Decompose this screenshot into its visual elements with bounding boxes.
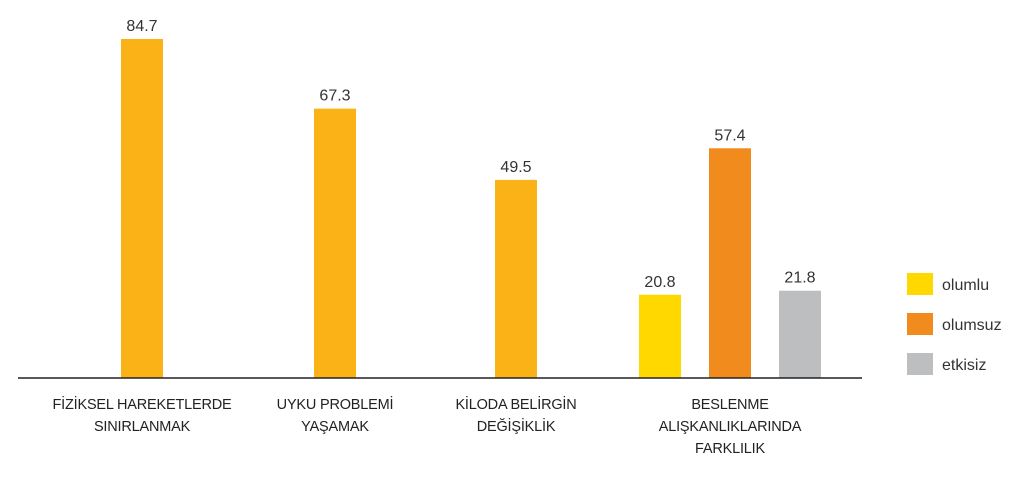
legend-swatch <box>907 273 933 295</box>
value-label: 21.8 <box>784 270 815 287</box>
legend-label: olumlu <box>942 277 989 294</box>
bar <box>779 290 821 378</box>
x-tick-label: FİZİKSEL HAREKETLERDE SINIRLANMAK <box>52 397 232 435</box>
value-label: 49.5 <box>500 159 531 176</box>
bar <box>639 294 681 378</box>
value-label: 67.3 <box>319 88 350 105</box>
bar <box>495 179 537 378</box>
legend-label: etkisiz <box>942 357 986 374</box>
legend-label: olumsuz <box>942 317 1002 334</box>
value-label: 84.7 <box>126 18 157 35</box>
legend-swatch <box>907 353 933 375</box>
bar <box>121 39 163 378</box>
bar <box>709 148 751 378</box>
x-tick-label: BESLENME ALIŞKANLIKLARINDA FARKLILIK <box>658 397 802 457</box>
x-tick-label: KİLODA BELİRGİN DEĞİŞİKLİK <box>455 397 577 435</box>
value-label: 57.4 <box>714 127 745 144</box>
bar <box>314 108 356 378</box>
legend-swatch <box>907 313 933 335</box>
value-label: 20.8 <box>644 274 675 291</box>
x-tick-label: UYKU PROBLEMİ YAŞAMAK <box>276 397 394 435</box>
